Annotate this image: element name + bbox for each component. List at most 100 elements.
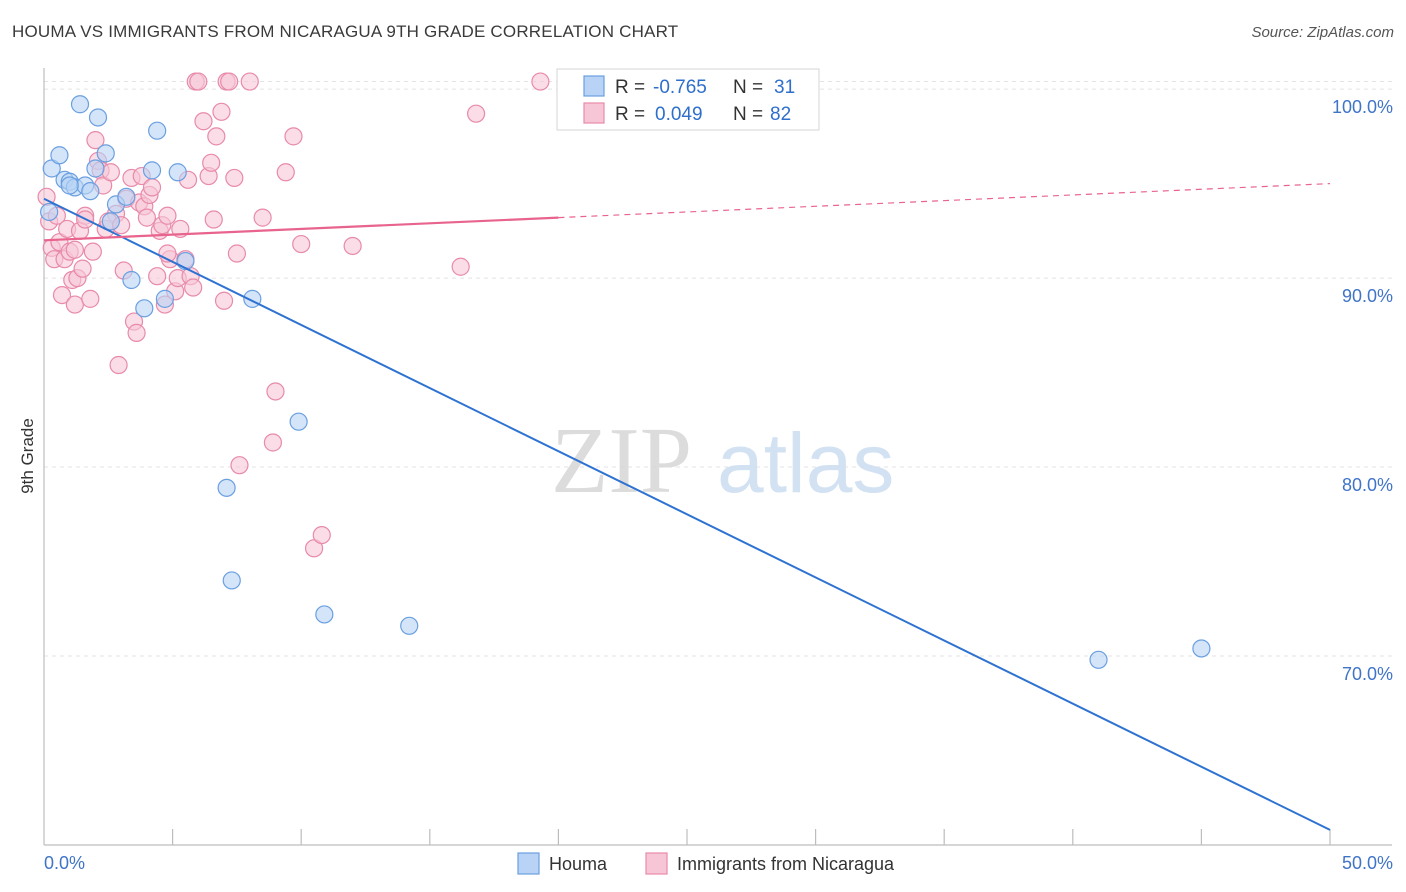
- y-tick-labels: 70.0% 80.0% 90.0% 100.0%: [1332, 97, 1393, 684]
- data-point: [312, 525, 331, 545]
- stats-n-label-nicaragua: N =: [733, 104, 763, 125]
- legend-swatch-nicaragua: [645, 852, 668, 875]
- y-tick-label: 100.0%: [1332, 97, 1393, 117]
- data-point: [1089, 650, 1108, 669]
- x-tick-label-max: 50.0%: [1342, 853, 1393, 873]
- data-point: [127, 323, 146, 342]
- chart-title: HOUMA VS IMMIGRANTS FROM NICARAGUA 9TH G…: [12, 22, 679, 41]
- y-tick-label: 70.0%: [1342, 664, 1393, 684]
- data-point: [155, 289, 174, 308]
- watermark-zip: ZIP: [551, 409, 692, 513]
- data-point: [230, 456, 249, 475]
- data-point: [204, 210, 223, 229]
- watermark-atlas: atlas: [717, 416, 894, 510]
- data-point: [65, 240, 84, 259]
- stats-r-label-houma: R =: [615, 77, 645, 98]
- series-houma: [40, 95, 1211, 669]
- stats-n-value-houma: 31: [774, 77, 795, 98]
- data-point: [52, 285, 72, 305]
- data-point: [202, 153, 221, 172]
- watermark: ZIP atlas: [551, 409, 894, 513]
- data-point: [531, 72, 550, 91]
- data-point: [194, 112, 213, 131]
- data-point: [137, 208, 156, 227]
- data-point: [88, 108, 108, 127]
- data-point: [142, 178, 162, 197]
- data-point: [1192, 639, 1211, 658]
- data-point: [122, 270, 141, 290]
- data-point: [158, 206, 177, 225]
- data-point: [50, 146, 69, 165]
- stats-r-value-houma: -0.765: [653, 77, 707, 98]
- data-point: [142, 161, 162, 180]
- trend-lines: [43, 183, 1331, 831]
- data-point: [70, 95, 90, 114]
- legend-label-nicaragua: Immigrants from Nicaragua: [677, 854, 895, 874]
- data-point: [168, 163, 187, 182]
- data-point: [217, 478, 236, 497]
- data-point: [289, 412, 308, 431]
- data-point: [86, 131, 105, 150]
- data-point: [343, 236, 362, 256]
- data-point: [451, 257, 470, 276]
- data-point: [184, 278, 203, 297]
- trend-line-nicaragua: [43, 216, 559, 242]
- data-point: [315, 605, 334, 624]
- data-point: [83, 242, 102, 261]
- data-point: [227, 244, 246, 263]
- data-point: [222, 571, 241, 590]
- stats-r-value-nicaragua: 0.049: [655, 104, 703, 125]
- stats-box: R = -0.765 N = 31 R = 0.049 N = 82: [556, 68, 820, 131]
- data-point: [109, 355, 128, 375]
- data-point: [40, 202, 59, 222]
- data-point: [253, 208, 272, 227]
- stats-n-label-houma: N =: [733, 77, 763, 98]
- trend-line-nicaragua-extension: [558, 183, 1331, 219]
- data-point: [400, 616, 419, 635]
- data-point: [148, 121, 167, 140]
- data-point: [135, 299, 154, 318]
- legend-swatch-houma: [517, 852, 540, 875]
- data-point: [101, 212, 120, 231]
- series-nicaragua: [37, 72, 550, 558]
- data-point: [284, 127, 303, 146]
- data-point: [117, 187, 136, 206]
- data-point: [292, 234, 311, 254]
- data-point: [73, 259, 92, 278]
- stats-r-label-nicaragua: R =: [615, 104, 645, 125]
- data-point: [189, 72, 208, 91]
- data-point: [266, 382, 285, 401]
- trend-line-houma: [43, 197, 1331, 831]
- data-point: [176, 251, 195, 271]
- data-point: [240, 72, 259, 91]
- y-axis-label: 9th Grade: [18, 418, 37, 494]
- data-point: [212, 102, 231, 121]
- y-tick-label: 80.0%: [1342, 475, 1393, 495]
- legend: Houma Immigrants from Nicaragua: [517, 852, 895, 875]
- data-point: [225, 168, 244, 188]
- data-point: [60, 176, 79, 195]
- data-point: [466, 104, 486, 123]
- data-point: [81, 289, 100, 308]
- data-point: [263, 433, 283, 452]
- data-point: [86, 159, 105, 178]
- stats-swatch-houma: [583, 75, 605, 97]
- y-tick-label: 90.0%: [1342, 286, 1393, 306]
- data-point: [214, 291, 234, 310]
- stats-n-value-nicaragua: 82: [770, 104, 791, 125]
- legend-label-houma: Houma: [549, 854, 608, 874]
- data-point: [96, 144, 115, 163]
- chart-source: Source: ZipAtlas.com: [1251, 24, 1394, 41]
- data-point: [207, 127, 226, 146]
- data-point: [276, 163, 295, 182]
- data-point: [101, 163, 120, 182]
- data-point: [65, 295, 84, 314]
- x-tick-label-min: 0.0%: [44, 853, 85, 873]
- data-point: [148, 267, 167, 286]
- stats-swatch-nicaragua: [583, 102, 605, 124]
- data-point: [81, 182, 100, 201]
- grid-lines: [44, 81, 1392, 657]
- x-axis-ticks: [172, 829, 1331, 845]
- data-point: [220, 72, 239, 91]
